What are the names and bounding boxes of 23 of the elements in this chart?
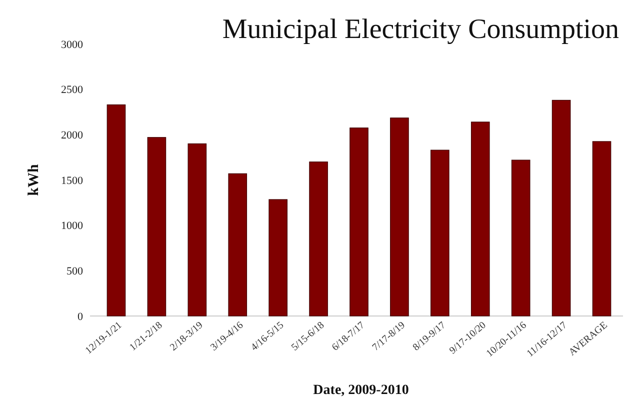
y-tick-label: 2000 <box>61 130 84 142</box>
bar <box>470 122 490 316</box>
bar <box>430 150 450 316</box>
bar <box>228 173 248 316</box>
y-axis-title: kWh <box>26 164 42 196</box>
bar <box>350 128 368 316</box>
y-tick-label: 1500 <box>61 174 84 187</box>
bar <box>188 143 207 316</box>
bar <box>309 162 328 316</box>
y-tick-label: 2500 <box>61 84 84 96</box>
y-tick-label: 500 <box>66 266 84 278</box>
bar <box>592 141 612 316</box>
y-tick-label: 0 <box>78 310 84 323</box>
bar <box>390 118 409 316</box>
bar <box>552 100 571 316</box>
chart-title: Municipal Electricity Consumption <box>222 14 619 45</box>
bar <box>268 199 288 316</box>
x-axis-title: Date, 2009-2010 <box>313 383 409 398</box>
y-tick-label: 3000 <box>61 38 84 51</box>
bar <box>106 104 126 316</box>
bar <box>511 160 530 316</box>
bar <box>147 137 166 316</box>
y-tick-label: 1000 <box>61 220 84 232</box>
